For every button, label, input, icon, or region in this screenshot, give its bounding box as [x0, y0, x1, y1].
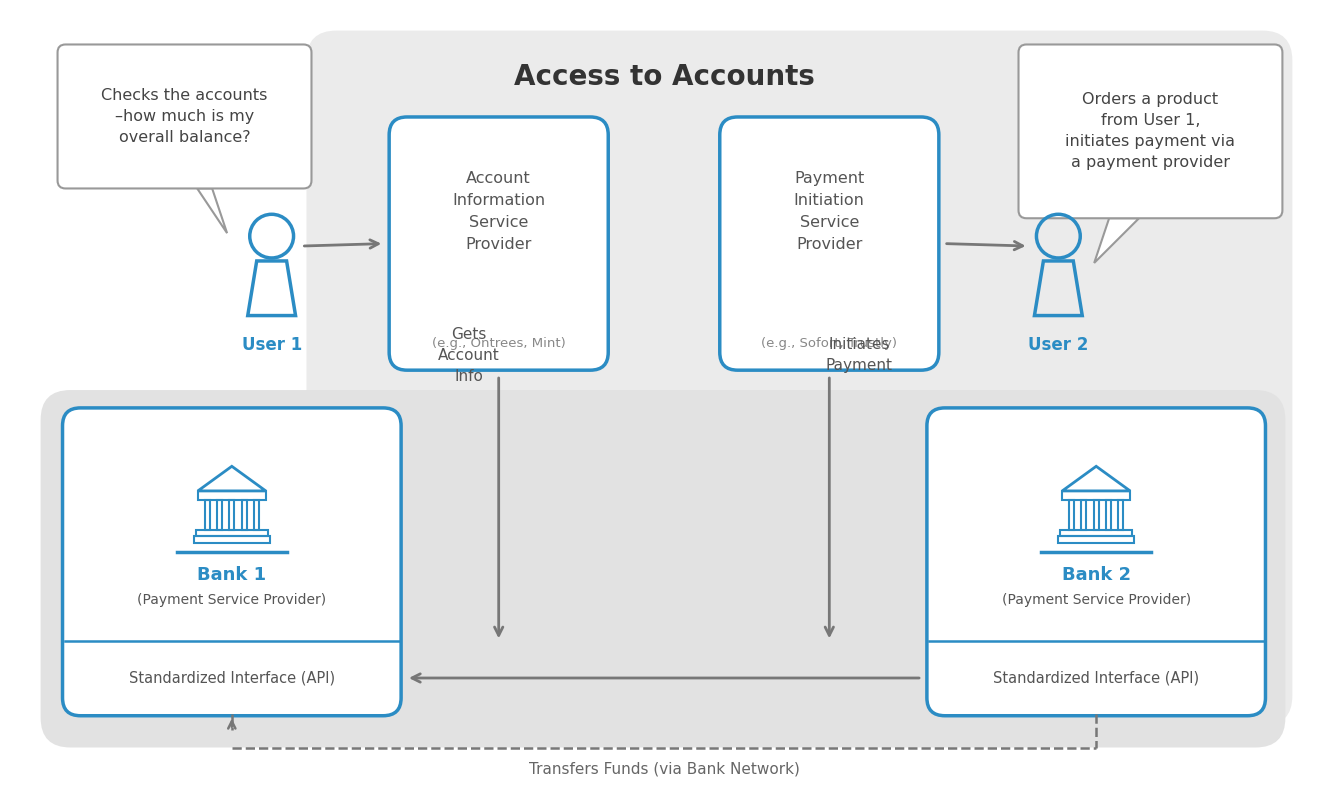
FancyBboxPatch shape	[41, 390, 1286, 747]
Bar	[230, 499, 234, 530]
FancyBboxPatch shape	[389, 117, 608, 371]
Text: (Payment Service Provider): (Payment Service Provider)	[137, 592, 327, 607]
Text: User 1: User 1	[242, 337, 301, 355]
Bar	[1062, 491, 1130, 499]
FancyBboxPatch shape	[62, 408, 401, 716]
Bar	[1106, 499, 1112, 530]
Bar	[216, 499, 222, 530]
Bar	[198, 491, 266, 499]
Bar	[1118, 499, 1123, 530]
Bar	[1081, 499, 1086, 530]
Bar	[254, 499, 259, 530]
FancyBboxPatch shape	[720, 117, 939, 371]
Text: (Payment Service Provider): (Payment Service Provider)	[1001, 592, 1191, 607]
Text: User 2: User 2	[1028, 337, 1089, 355]
Text: Gets
Account
Info: Gets Account Info	[438, 327, 499, 384]
Text: Checks the accounts
–how much is my
overall balance?: Checks the accounts –how much is my over…	[101, 88, 268, 145]
Bar	[197, 530, 268, 536]
Bar	[194, 536, 270, 543]
Bar	[1094, 499, 1098, 530]
Text: Standardized Interface (API): Standardized Interface (API)	[993, 671, 1199, 686]
Text: (e.g., Sofort, Trustly): (e.g., Sofort, Trustly)	[761, 337, 898, 350]
Bar	[205, 499, 210, 530]
FancyBboxPatch shape	[1019, 44, 1283, 218]
Bar	[1058, 536, 1134, 543]
Text: Bank 1: Bank 1	[198, 566, 267, 584]
Bar	[1069, 499, 1074, 530]
Text: Transfers Funds (via Bank Network): Transfers Funds (via Bank Network)	[529, 762, 799, 777]
Bar	[1060, 530, 1131, 536]
Text: Payment
Initiation
Service
Provider: Payment Initiation Service Provider	[794, 171, 865, 252]
Polygon shape	[198, 189, 227, 233]
FancyBboxPatch shape	[307, 31, 1292, 726]
Text: Orders a product
from User 1,
initiates payment via
a payment provider: Orders a product from User 1, initiates …	[1065, 92, 1235, 171]
FancyBboxPatch shape	[57, 44, 312, 189]
Text: Initiates
Payment: Initiates Payment	[826, 337, 892, 374]
Text: Access to Accounts: Access to Accounts	[514, 63, 814, 92]
FancyBboxPatch shape	[927, 408, 1266, 716]
Text: (e.g., Ontrees, Mint): (e.g., Ontrees, Mint)	[432, 337, 566, 350]
Text: Standardized Interface (API): Standardized Interface (API)	[129, 671, 335, 686]
Polygon shape	[1094, 218, 1139, 263]
Text: Account
Information
Service
Provider: Account Information Service Provider	[452, 171, 546, 252]
Bar	[242, 499, 247, 530]
Text: Bank 2: Bank 2	[1061, 566, 1130, 584]
